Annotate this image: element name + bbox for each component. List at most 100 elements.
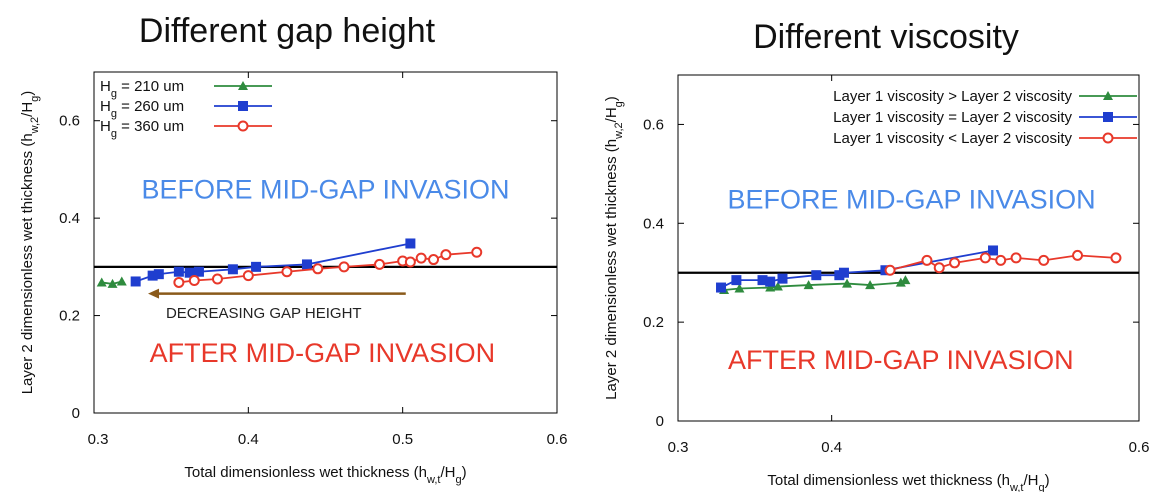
data-point (995, 254, 1007, 266)
data-point (900, 275, 911, 285)
data-point (440, 249, 452, 261)
legend-swatch-marker (238, 101, 248, 111)
chart-panel-1: Different gap height 0.3 0.4 0.5 0.6 0 0.2 0.4 0… (19, 12, 567, 486)
region-annotation: AFTER MID-GAP INVASION (150, 338, 496, 368)
data-point (731, 275, 742, 286)
y-tick-label: 0 (656, 413, 664, 430)
x-axis-label: Total dimensionless wet thickness (hw,t/… (767, 472, 1049, 492)
data-point (173, 276, 185, 288)
y-tick-label: 0 (72, 405, 80, 422)
region-annotation: AFTER MID-GAP INVASION (728, 345, 1074, 375)
data-point (184, 267, 195, 278)
legend-swatch-marker (237, 120, 249, 132)
x-tick-label: 0.3 (88, 431, 109, 448)
series-line (889, 254, 1117, 272)
data-point (895, 277, 906, 287)
data-point (734, 283, 745, 293)
data-point (242, 270, 254, 282)
data-point (842, 278, 853, 288)
x-axis-label: Total dimensionless wet thickness (hw,t/… (184, 464, 466, 486)
data-point (772, 281, 783, 291)
series-line (724, 279, 906, 291)
data-point (404, 256, 416, 268)
data-point (1110, 252, 1122, 264)
x-tick-label: 0.4 (821, 439, 842, 456)
legend-label: Layer 1 viscosity < Layer 2 viscosity (833, 130, 1072, 147)
data-point (765, 276, 776, 287)
data-point (777, 273, 788, 284)
data-point (921, 254, 933, 266)
data-point (116, 276, 127, 286)
x-tick-label: 0.6 (547, 431, 568, 448)
data-point (757, 275, 768, 286)
plot-frame (677, 74, 1140, 422)
x-tick-label: 0.6 (1129, 439, 1150, 456)
data-point (193, 266, 204, 277)
series-1 (719, 275, 911, 295)
legend-label: Hg = 360 um (100, 118, 184, 140)
chart-title: Different viscosity (753, 18, 1019, 56)
y-tick-label: 0.6 (643, 116, 664, 133)
legend-swatch-marker (1103, 91, 1113, 100)
data-point (1072, 249, 1084, 261)
data-point (374, 258, 386, 270)
y-axis-label: Layer 2 dimensionless wet thickness (hw,… (19, 91, 41, 395)
data-point (173, 266, 184, 277)
x-tick-label: 0.5 (392, 431, 413, 448)
data-point (415, 252, 427, 264)
y-tick-label: 0.2 (643, 314, 664, 331)
legend-swatch-marker (1103, 112, 1113, 122)
legend-label: Layer 1 viscosity > Layer 2 viscosity (833, 88, 1072, 105)
data-point (428, 254, 440, 266)
data-point (811, 270, 822, 281)
region-annotation: BEFORE MID-GAP INVASION (728, 184, 1096, 214)
legend-label: Hg = 260 um (100, 98, 184, 120)
data-point (933, 262, 945, 274)
data-point (130, 276, 141, 287)
data-point (153, 269, 164, 280)
data-point (107, 278, 118, 288)
data-point (301, 259, 312, 270)
y-tick-label: 0.2 (59, 308, 80, 325)
data-point (281, 266, 293, 278)
data-point (188, 274, 200, 286)
y-tick-label: 0.4 (59, 210, 80, 227)
legend-label: Hg = 210 um (100, 78, 184, 100)
chart-panel-2: Different viscosity 0.3 0.4 0.6 0 0.2 0.4 0.6 To… (603, 18, 1149, 492)
data-point (405, 238, 416, 249)
chart-title: Different gap height (139, 12, 436, 50)
series-2 (716, 245, 999, 293)
data-point (211, 273, 223, 285)
series-3 (173, 246, 483, 288)
data-point (312, 263, 324, 275)
series-1 (96, 276, 127, 288)
arrow-head (148, 288, 160, 299)
legend: Layer 1 viscosity > Layer 2 viscosity Lay… (833, 88, 1137, 147)
data-point (251, 261, 262, 272)
legend-label: Layer 1 viscosity = Layer 2 viscosity (833, 109, 1072, 126)
data-point (803, 280, 814, 290)
arrow-annotation: DECREASING GAP HEIGHT (166, 305, 362, 322)
data-point (147, 270, 158, 281)
plot-frame (93, 71, 558, 414)
data-point (227, 264, 238, 275)
data-point (988, 245, 999, 256)
data-point (716, 282, 727, 293)
legend-swatch-marker (1102, 132, 1114, 144)
data-point (884, 264, 896, 276)
data-point (838, 267, 849, 278)
y-tick-label: 0.4 (643, 215, 664, 232)
region-annotation: BEFORE MID-GAP INVASION (141, 175, 509, 205)
x-tick-label: 0.4 (238, 431, 259, 448)
data-point (471, 246, 483, 258)
legend-swatch-marker (238, 81, 248, 90)
data-point (338, 261, 350, 273)
series-line (720, 249, 994, 289)
data-point (1010, 252, 1022, 264)
series-2 (130, 238, 416, 287)
series-3 (884, 249, 1122, 276)
data-point (96, 277, 107, 287)
data-point (1038, 254, 1050, 266)
